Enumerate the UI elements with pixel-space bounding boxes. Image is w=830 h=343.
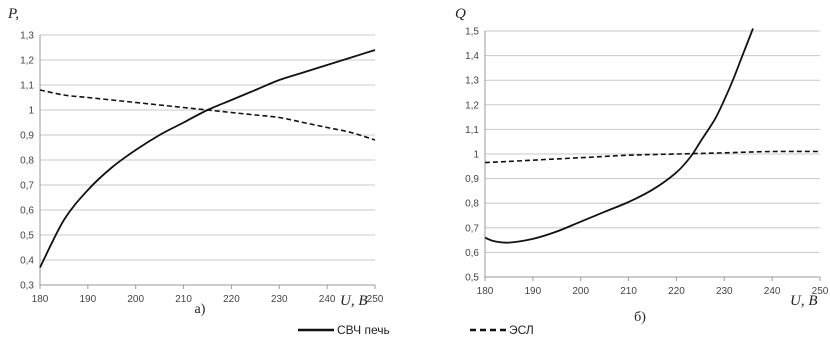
y-tick-label: 0,4: [20, 256, 34, 267]
x-tick-label: 200: [127, 294, 144, 305]
y-tick-label: 1: [28, 106, 34, 117]
x-tick-label: 190: [80, 294, 97, 305]
x-tick-label: 210: [175, 294, 192, 305]
y-tick-label: 1,2: [465, 100, 479, 111]
series-line-svch: [484, 28, 754, 244]
chart-panel-a: 0,3 0,4 0,5 0,6 0,7 0,8 0,9 1 1,1 1,2 1,3 180 190 200…: [7, 6, 384, 317]
x-tick-label: 190: [525, 286, 542, 297]
y-tick-label: 0,6: [465, 248, 479, 259]
x-tick-label: 240: [319, 294, 336, 305]
x-tick-label: 230: [716, 286, 733, 297]
x-tick-label: 180: [32, 294, 49, 305]
y-tick-label: 1,1: [20, 81, 34, 92]
y-tick-label: 0,6: [20, 206, 34, 217]
y-tick-label: 0,5: [20, 231, 34, 242]
legend-label-esl: ЭСЛ: [509, 323, 534, 337]
y-tick-label: 0,8: [465, 199, 479, 210]
legend: СВЧ печь ЭСЛ: [298, 323, 534, 337]
x-tick-label: 210: [620, 286, 637, 297]
y-tick-label: 0,8: [20, 156, 34, 167]
y-tick-label: 1,2: [20, 56, 34, 67]
x-tick-label: 240: [764, 286, 781, 297]
x-axis-title: U, B: [790, 293, 818, 309]
x-tick-label: 220: [668, 286, 685, 297]
y-tick-label: 1,4: [465, 51, 479, 62]
y-tick-label: 0,7: [465, 223, 479, 234]
series-line-esl: [484, 150, 821, 164]
y-tick-label: 1,3: [20, 31, 34, 42]
x-tick-label: 230: [271, 294, 288, 305]
y-tick-label: 0,3: [20, 281, 34, 292]
y-tick-label: 1: [473, 150, 479, 161]
y-tick-label: 1,5: [465, 27, 479, 38]
y-axis-title: Q: [455, 6, 466, 22]
x-tick-label: 220: [223, 294, 240, 305]
chart-panel-b: 0,5 0,6 0,7 0,8 0,9 1 1,1 1,2 1,3 1,4 1,5 180 190 200…: [455, 6, 829, 325]
y-tick-label: 0,7: [20, 181, 34, 192]
legend-label-svch: СВЧ печь: [337, 323, 390, 337]
series-line-esl: [39, 89, 376, 141]
x-tick-label: 200: [572, 286, 589, 297]
y-tick-label: 0,9: [465, 174, 479, 185]
x-axis-title: U, B: [340, 293, 368, 309]
x-tick-label: 250: [812, 286, 829, 297]
y-tick-label: 0,5: [465, 273, 479, 284]
y-tick-label: 1,1: [465, 125, 479, 136]
y-tick-label: 0,9: [20, 131, 34, 142]
panel-label: б): [634, 310, 646, 325]
y-axis-title: P,: [7, 6, 19, 22]
x-tick-label: 180: [477, 286, 494, 297]
y-tick-label: 1,3: [465, 76, 479, 87]
x-tick-label: 250: [367, 294, 384, 305]
panel-label: а): [195, 302, 206, 317]
